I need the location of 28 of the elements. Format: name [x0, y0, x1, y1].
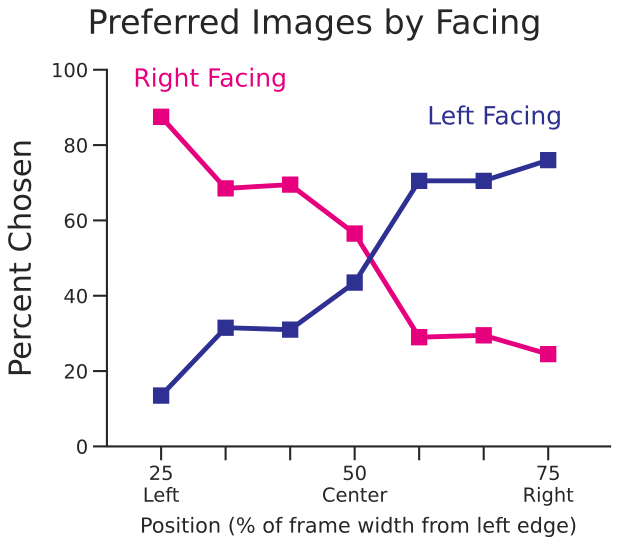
point	[476, 172, 492, 190]
point	[217, 320, 234, 336]
y-tick-label: 100	[53, 62, 87, 78]
point	[282, 321, 298, 338]
point	[282, 176, 298, 193]
point	[410, 329, 428, 346]
series-label: Left Facing	[430, 105, 560, 130]
y-tick-label: 60	[64, 213, 87, 228]
y-tick-label: 0	[77, 439, 87, 454]
point	[346, 225, 363, 242]
x-tick-label: 50 Center	[323, 465, 388, 502]
x-tick-label: 25 Left	[144, 465, 179, 502]
y-axis-title: Percent Chosen	[8, 142, 32, 374]
point	[476, 327, 492, 344]
y-tick-label: 20	[64, 364, 87, 379]
y-tick-label: 80	[64, 138, 87, 153]
point	[217, 180, 234, 197]
point	[540, 346, 556, 362]
point	[346, 274, 363, 291]
chart-title: Preferred Images by Facing	[90, 8, 538, 41]
point	[152, 387, 170, 404]
x-axis-title: Position (% of frame width from left edge)	[142, 516, 576, 538]
y-tick-label: 40	[64, 288, 87, 304]
point	[540, 152, 556, 168]
series-label: Right Facing	[136, 68, 285, 92]
point	[410, 172, 428, 190]
x-tick-label: 75 Right	[524, 466, 574, 506]
point	[152, 108, 170, 125]
